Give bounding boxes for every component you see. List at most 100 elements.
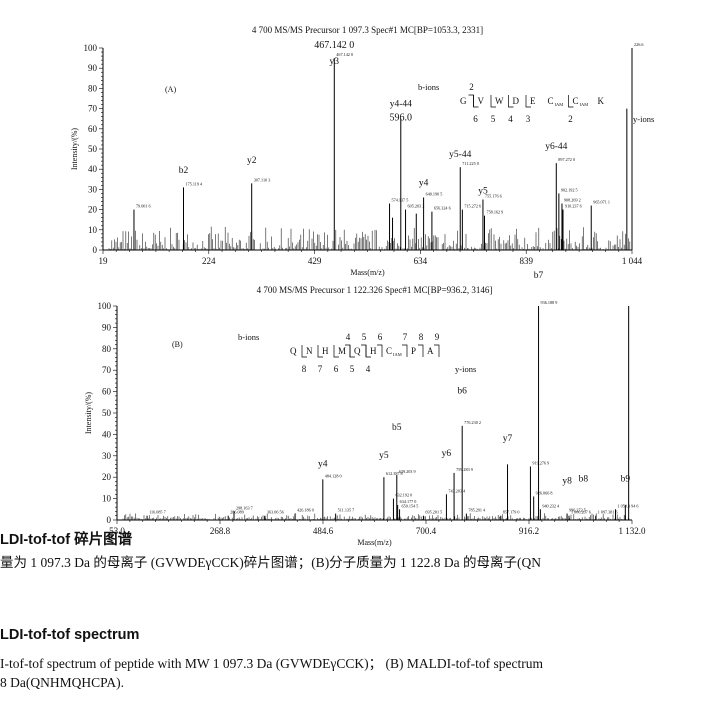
noise-baseline [108,226,631,250]
peak-label: 919.276 9 [532,461,549,466]
peak-label: 175.119 4 [186,181,204,186]
y-tick-label: 80 [88,83,98,93]
peak-label: 574.137 5 [392,198,409,203]
x-tick-label: 224 [202,256,216,266]
b-ion-bracket [377,344,383,357]
x-tick-label: 429 [308,256,322,266]
b-ion-bracket [418,344,424,357]
y-tick-label: 70 [102,365,112,375]
peak-label: 639.203 9 [399,469,416,474]
peak-label: 634.177 0 [400,499,417,504]
x-tick-label: 700.4 [416,526,437,536]
peak-label: 116.085 7 [149,510,166,515]
peak-label: 467.142 0 [336,52,353,57]
ion-label: b9 [621,474,631,484]
x-tick-label: 53.0 [109,526,125,536]
residue-mod: IAM [580,102,589,107]
ion-label: y6-44 [545,142,567,152]
y-ion-number: 4 [366,364,371,374]
y-ion-number: 6 [473,114,478,124]
x-tick-label: 19 [99,256,109,266]
peak-label: 484.128 0 [325,473,342,478]
ion-label: y5-44 [449,150,471,160]
ion-label: b2 [179,166,189,176]
y-tick-label: 20 [88,205,98,215]
peak-label: 605.203 2 [408,204,425,209]
peak-label: 307.110 3 [254,177,271,182]
peak-label: 298.163 7 [236,505,253,510]
residue: E [530,96,536,106]
ion-label: y5 [478,186,488,196]
b-ion-bracket [468,94,474,107]
peak-label: 785.291 4 [468,508,486,513]
peak-label: 426.186 0 [297,508,314,513]
b-ion-bracket [434,344,440,357]
y-ions-label: y-ions [633,114,654,124]
y-tick-label: 70 [88,104,98,114]
x-axis-label: Mass(m/z) [350,268,385,277]
y-ion-bracket [301,345,307,358]
b-ions-label: b-ions [418,82,439,92]
b-ion-number: 7 [403,332,408,342]
x-tick-label: 916.2 [519,526,539,536]
y-tick-label: 90 [88,63,98,73]
peak-label: 902.192 5 [561,187,578,192]
x-axis-label: Mass(m/z) [357,538,392,547]
y-ion-bracket [490,95,496,108]
ion-label: b8 [579,474,589,484]
residue: C [386,346,392,356]
y-tick-label: 60 [102,387,112,397]
ion-label: b7 [534,271,544,281]
x-tick-label: 1 044 [622,256,643,266]
residue: D [513,96,520,106]
peak-label: 910.237 6 [565,204,582,209]
y-ion-number: 3 [526,114,531,124]
y-tick-label: 10 [102,494,112,504]
b-ion-number: 5 [362,332,367,342]
x-tick-label: 839 [519,256,533,266]
y-ion-number: 8 [302,364,307,374]
ion-label: y5 [379,451,389,461]
b-ion-number: 6 [378,332,383,342]
y-ion-number: 7 [318,364,323,374]
y-tick-label: 30 [102,451,112,461]
y-tick-label: 50 [88,144,98,154]
y-ion-bracket [525,95,531,108]
ion-label: y4-44 [390,100,412,110]
y-tick-label: 90 [102,322,112,332]
peak-label: 226.6 [634,42,643,47]
b-ion-bracket [402,344,408,357]
y-tick-label: 50 [102,408,112,418]
y-ion-number: 4 [508,114,513,124]
peak-label: 650.154 5 [402,503,419,508]
b-ion-number: 8 [419,332,424,342]
residue: H [322,346,329,356]
peak-label: 511.135 7 [338,508,355,513]
peak-label: 1 050.3 94 6 [617,503,638,508]
peak-label: 286.089 [230,510,244,515]
ion-label: y4 [419,178,429,188]
peak-label: 743.203 4 [448,488,466,493]
y-ion-number: 5 [350,364,355,374]
y-ion-bracket [349,345,355,358]
peak-label: 1 000.207 6 [571,510,591,515]
residue: V [478,96,485,106]
y-tick-label: 100 [84,43,98,53]
x-tick-label: 484.6 [313,526,334,536]
y-ions-label: y-ions [455,364,476,374]
ion-label: y6 [442,449,452,459]
residue: Q [354,346,361,356]
noise-baseline [122,513,631,520]
caption-en-title: LDI-tof-tof spectrum [0,627,140,643]
ion-label: b6 [457,387,467,397]
y-ion-number: 2 [568,114,573,124]
y-tick-label: 60 [88,124,98,134]
x-tick-label: 634 [414,256,428,266]
ion-label: y2 [247,156,257,166]
y-tick-label: 100 [98,301,112,311]
residue: G [460,96,467,106]
y-ion-number: 6 [334,364,339,374]
chart-title: 4 700 MS/MS Precursor 1 122.326 Spec#1 M… [257,285,493,295]
